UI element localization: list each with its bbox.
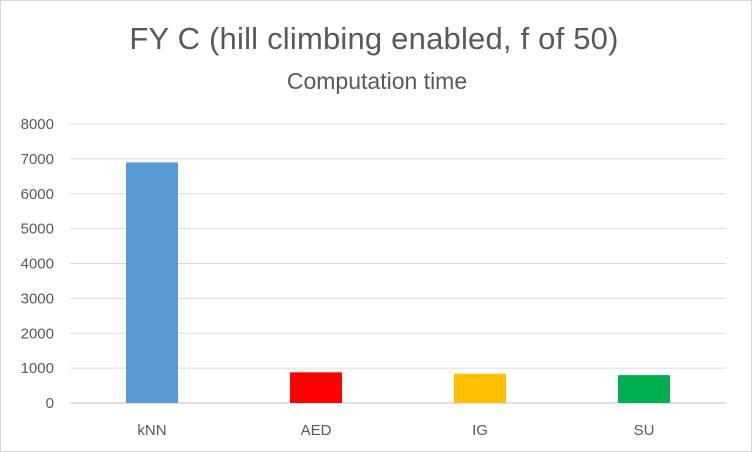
gridlines: [70, 123, 726, 404]
y-tick-label: 6000: [21, 186, 54, 203]
x-category-label-ig: IG: [472, 422, 488, 439]
x-category-label-su: SU: [634, 422, 655, 439]
y-tick-label: 5000: [21, 221, 54, 238]
y-tick-label: 0: [46, 395, 54, 412]
y-axis-tick-labels: 0 1000 2000 3000 4000 5000 6000 7000 8000: [21, 116, 54, 412]
bar-ig: [454, 373, 506, 403]
y-tick-label: 2000: [21, 325, 54, 342]
y-tick-label: 7000: [21, 151, 54, 168]
bar-aed: [290, 372, 342, 403]
y-tick-label: 3000: [21, 290, 54, 307]
x-axis-category-labels: kNN AED IG SU: [137, 422, 654, 439]
y-tick-label: 8000: [21, 116, 54, 133]
x-category-label-aed: AED: [301, 422, 332, 439]
bar-su: [618, 375, 670, 403]
y-tick-label: 1000: [21, 360, 54, 377]
bars: [126, 162, 670, 403]
y-tick-label: 4000: [21, 256, 54, 273]
chart-title: FY C (hill climbing enabled, f of 50): [129, 21, 619, 56]
x-category-label-knn: kNN: [137, 422, 166, 439]
chart-subtitle: Computation time: [286, 68, 468, 94]
bar-knn: [126, 162, 178, 403]
